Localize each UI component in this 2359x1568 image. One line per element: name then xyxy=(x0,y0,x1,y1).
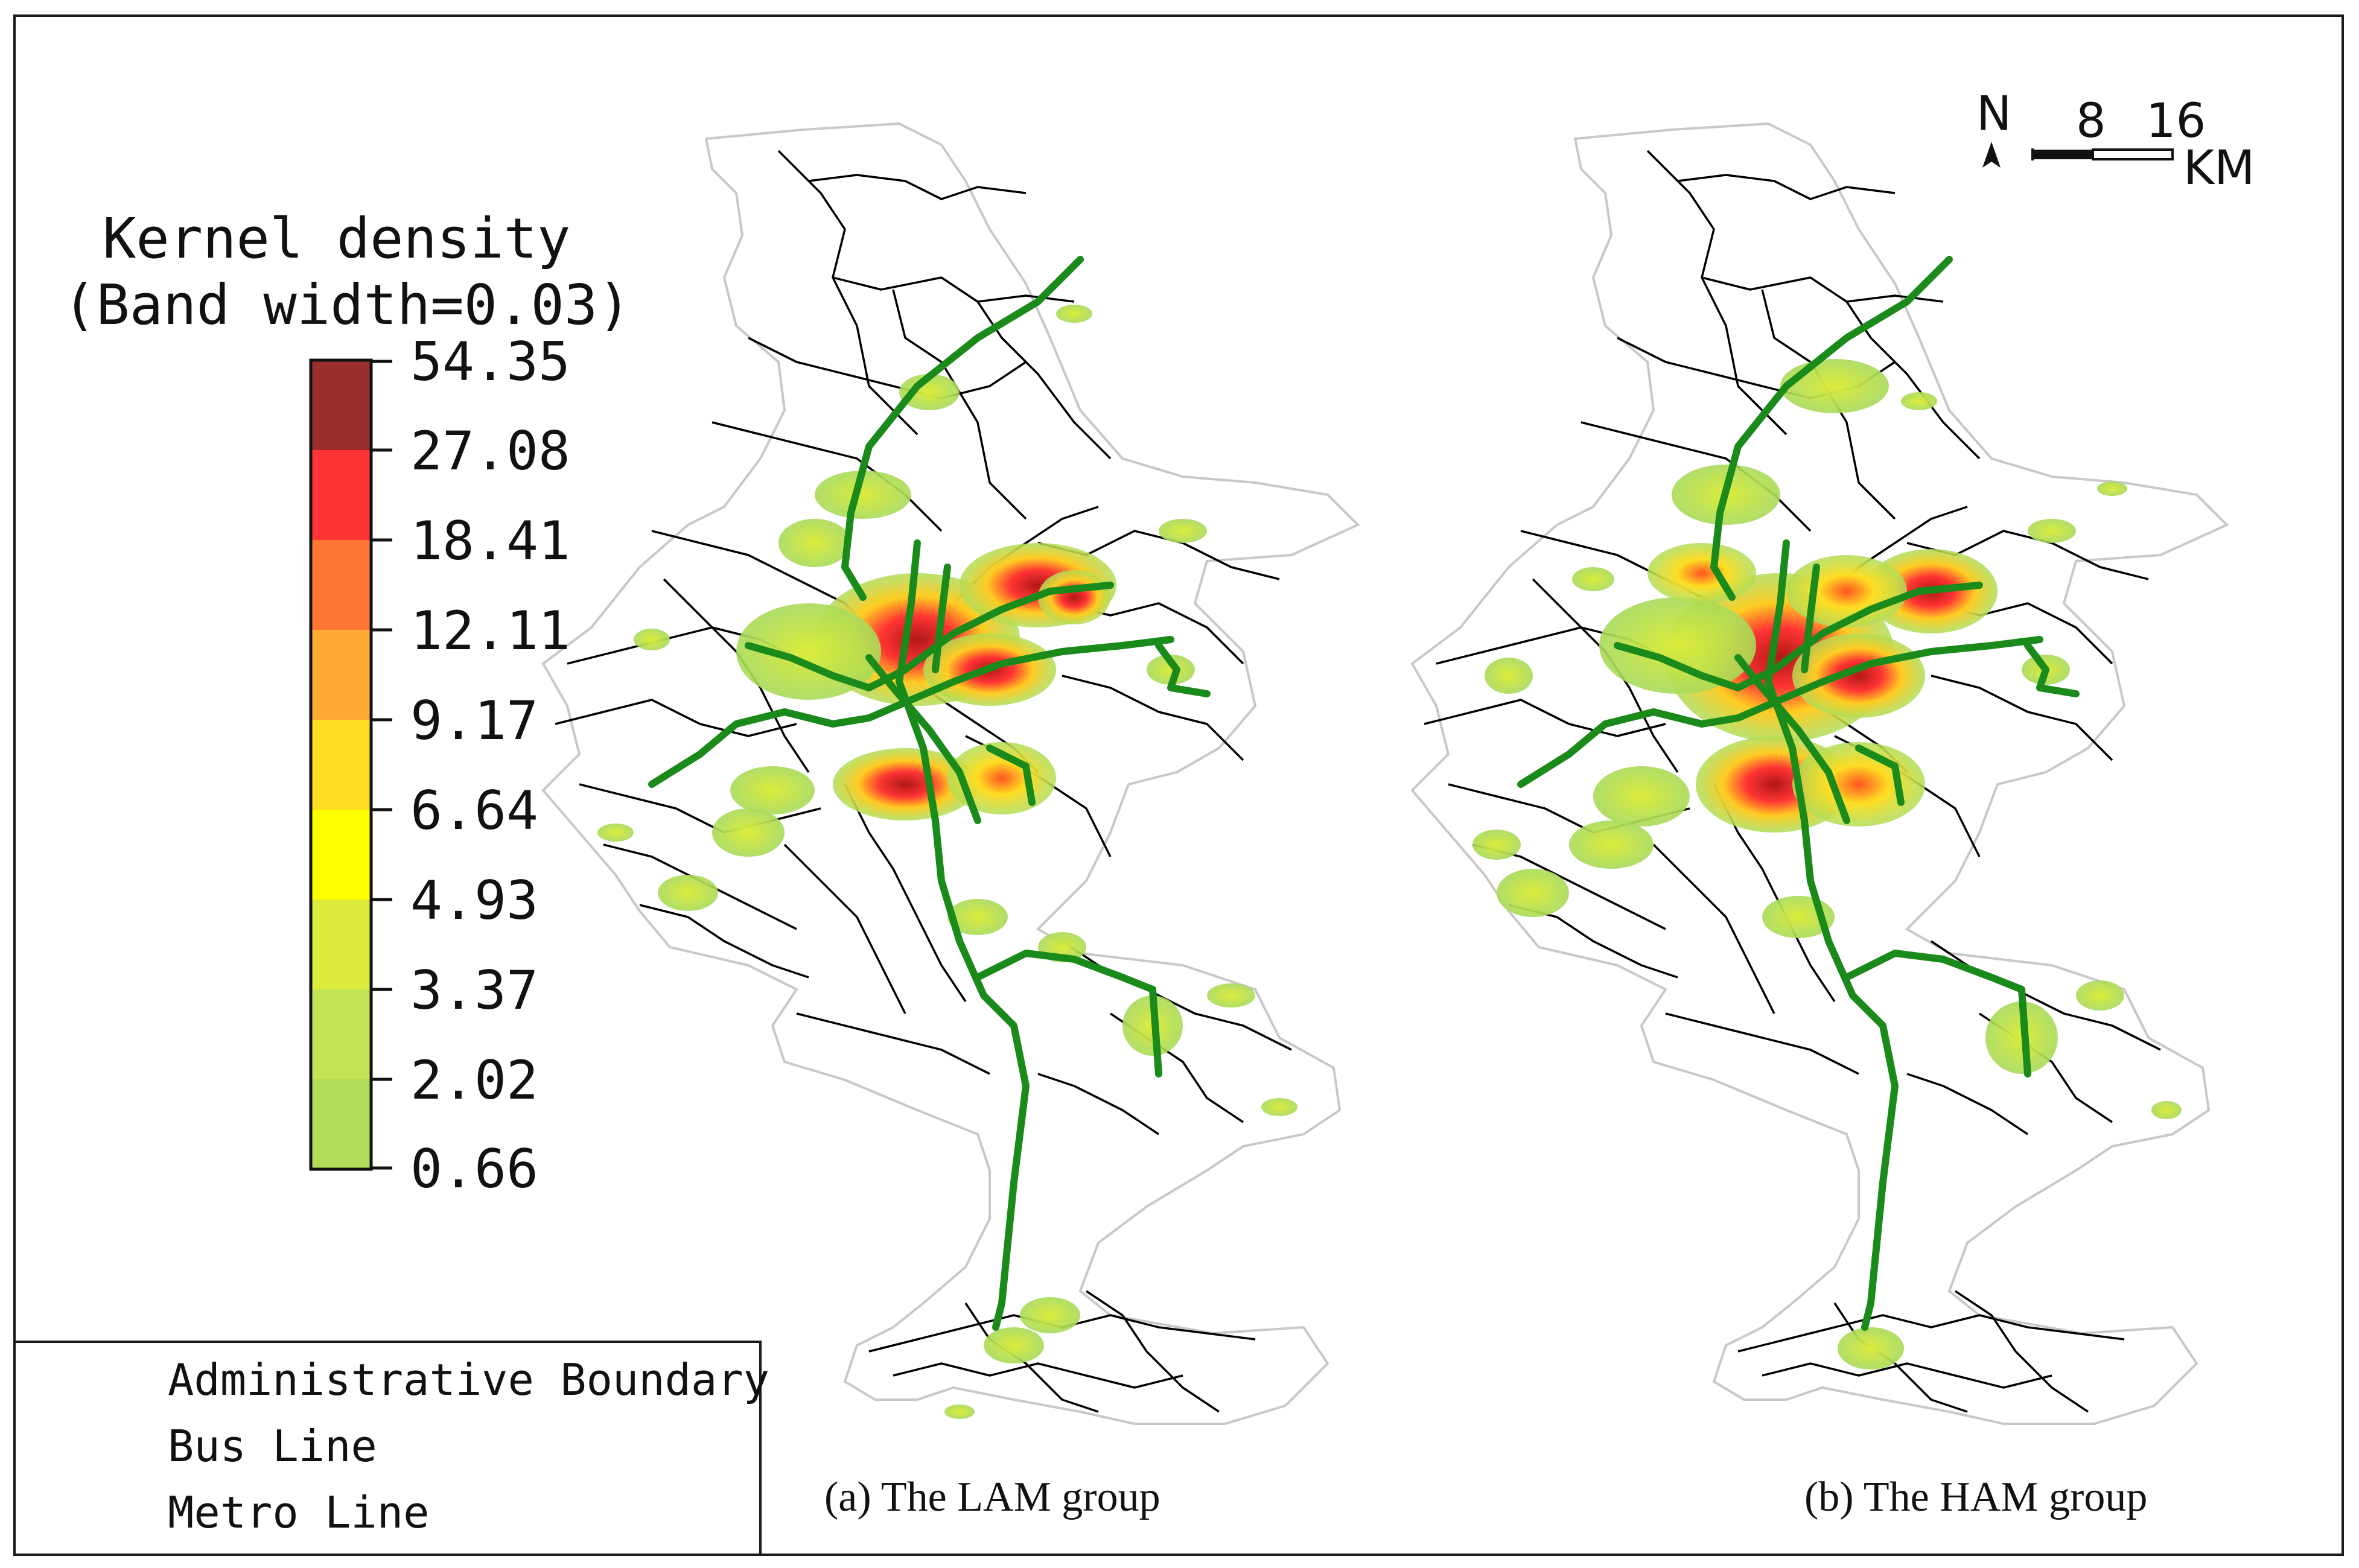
scale-label-16: 16 xyxy=(2146,94,2206,148)
legend-tick: 54.35 xyxy=(410,331,570,393)
legend-title-line2: (Band width=0.03) xyxy=(63,273,631,337)
map-panel-lam xyxy=(541,122,1360,1425)
panel-caption-ham: (b) The HAM group xyxy=(1804,1474,2148,1520)
legend-item-bus-line: Bus Line xyxy=(16,1413,764,1479)
legend-tick: 2.02 xyxy=(410,1049,538,1111)
legend-tick: 18.41 xyxy=(410,510,570,572)
legend-label: Administrative Boundary xyxy=(168,1354,769,1405)
figure-frame xyxy=(13,14,2344,1556)
legend-tick: 9.17 xyxy=(410,690,538,752)
density-hotspots xyxy=(1472,359,2182,1370)
scale-label-8: 8 xyxy=(2076,94,2106,148)
bus-network xyxy=(1424,150,2161,1413)
north-arrow-icon xyxy=(1982,142,2001,168)
admin-boundary xyxy=(1410,122,2229,1425)
layer-legend: Administrative Boundary Bus Line Metro L… xyxy=(13,1341,769,1556)
density-color-ramp xyxy=(309,358,392,1171)
map-panel-ham xyxy=(1410,122,2229,1425)
legend-tick: 3.37 xyxy=(410,959,538,1021)
metro-lines xyxy=(648,256,1211,1331)
metro-lines xyxy=(1517,256,2080,1331)
admin-boundary xyxy=(541,122,1360,1425)
legend-item-metro-line: Metro Line xyxy=(16,1479,764,1546)
legend-title-line1: Kernel density xyxy=(103,206,571,271)
panel-caption-lam: (a) The LAM group xyxy=(824,1474,1160,1520)
legend-tick: 12.11 xyxy=(410,600,570,662)
legend-item-admin-boundary: Administrative Boundary xyxy=(16,1347,769,1413)
north-label: N xyxy=(1976,87,2012,141)
legend-label: Metro Line xyxy=(168,1487,430,1538)
legend-tick: 4.93 xyxy=(410,869,538,932)
legend-label: Bus Line xyxy=(168,1421,377,1471)
density-hotspots xyxy=(597,305,1297,1419)
legend-tick: 6.64 xyxy=(410,779,538,842)
legend-tick: 0.66 xyxy=(410,1138,538,1200)
legend-tick: 27.08 xyxy=(410,420,570,482)
scale-unit: KM xyxy=(2183,141,2255,195)
scale-bar xyxy=(2031,148,2174,160)
